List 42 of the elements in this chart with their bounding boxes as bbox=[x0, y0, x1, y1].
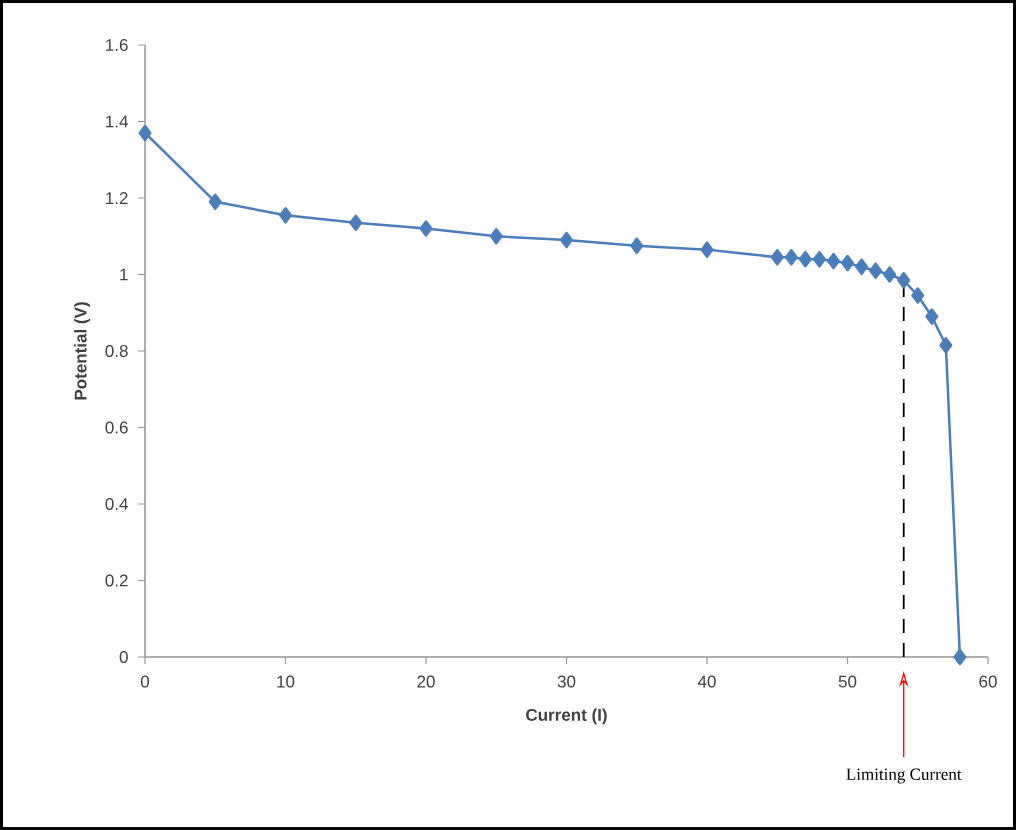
point bbox=[489, 227, 503, 245]
point bbox=[953, 648, 967, 666]
point bbox=[138, 124, 152, 142]
y-tick-label: 1 bbox=[120, 268, 128, 281]
point bbox=[883, 266, 897, 283]
y-tick-label: 0.2 bbox=[105, 574, 128, 587]
point bbox=[826, 252, 840, 270]
y-tick-label: 0.4 bbox=[105, 497, 128, 511]
point bbox=[841, 254, 855, 272]
point bbox=[939, 337, 953, 354]
point bbox=[855, 258, 869, 276]
point bbox=[630, 237, 644, 255]
x-tick-label: 40 bbox=[697, 675, 716, 688]
point bbox=[869, 262, 883, 279]
ref-line-label: Limiting Current bbox=[846, 768, 962, 784]
x-tick-label: 10 bbox=[277, 675, 295, 688]
y-axis-title: Potential (V) bbox=[74, 302, 90, 400]
x-tick-label: 60 bbox=[979, 675, 997, 688]
point bbox=[897, 271, 911, 289]
point bbox=[812, 250, 826, 268]
point bbox=[208, 193, 222, 211]
point bbox=[349, 214, 363, 232]
y-tick-label: 0.6 bbox=[105, 421, 128, 434]
point bbox=[784, 249, 798, 266]
point bbox=[770, 249, 784, 266]
point bbox=[560, 231, 574, 249]
x-tick-label: 20 bbox=[417, 675, 435, 688]
point bbox=[911, 287, 925, 304]
x-tick-label: 30 bbox=[557, 675, 576, 688]
y-tick-label: 0.8 bbox=[105, 344, 128, 358]
y-tick-label: 1.2 bbox=[106, 192, 128, 204]
point bbox=[279, 206, 293, 224]
y-tick-label: 0 bbox=[119, 650, 128, 664]
point bbox=[925, 308, 939, 325]
x-tick-label: 50 bbox=[838, 675, 857, 688]
x-tick-label: 0 bbox=[140, 675, 150, 688]
y-tick-label: 1.4 bbox=[106, 115, 128, 128]
point bbox=[419, 220, 433, 237]
y-tick-label: 1.6 bbox=[106, 38, 128, 52]
point bbox=[798, 250, 812, 268]
x-axis-title: Current (I) bbox=[526, 708, 607, 725]
point bbox=[700, 241, 714, 258]
